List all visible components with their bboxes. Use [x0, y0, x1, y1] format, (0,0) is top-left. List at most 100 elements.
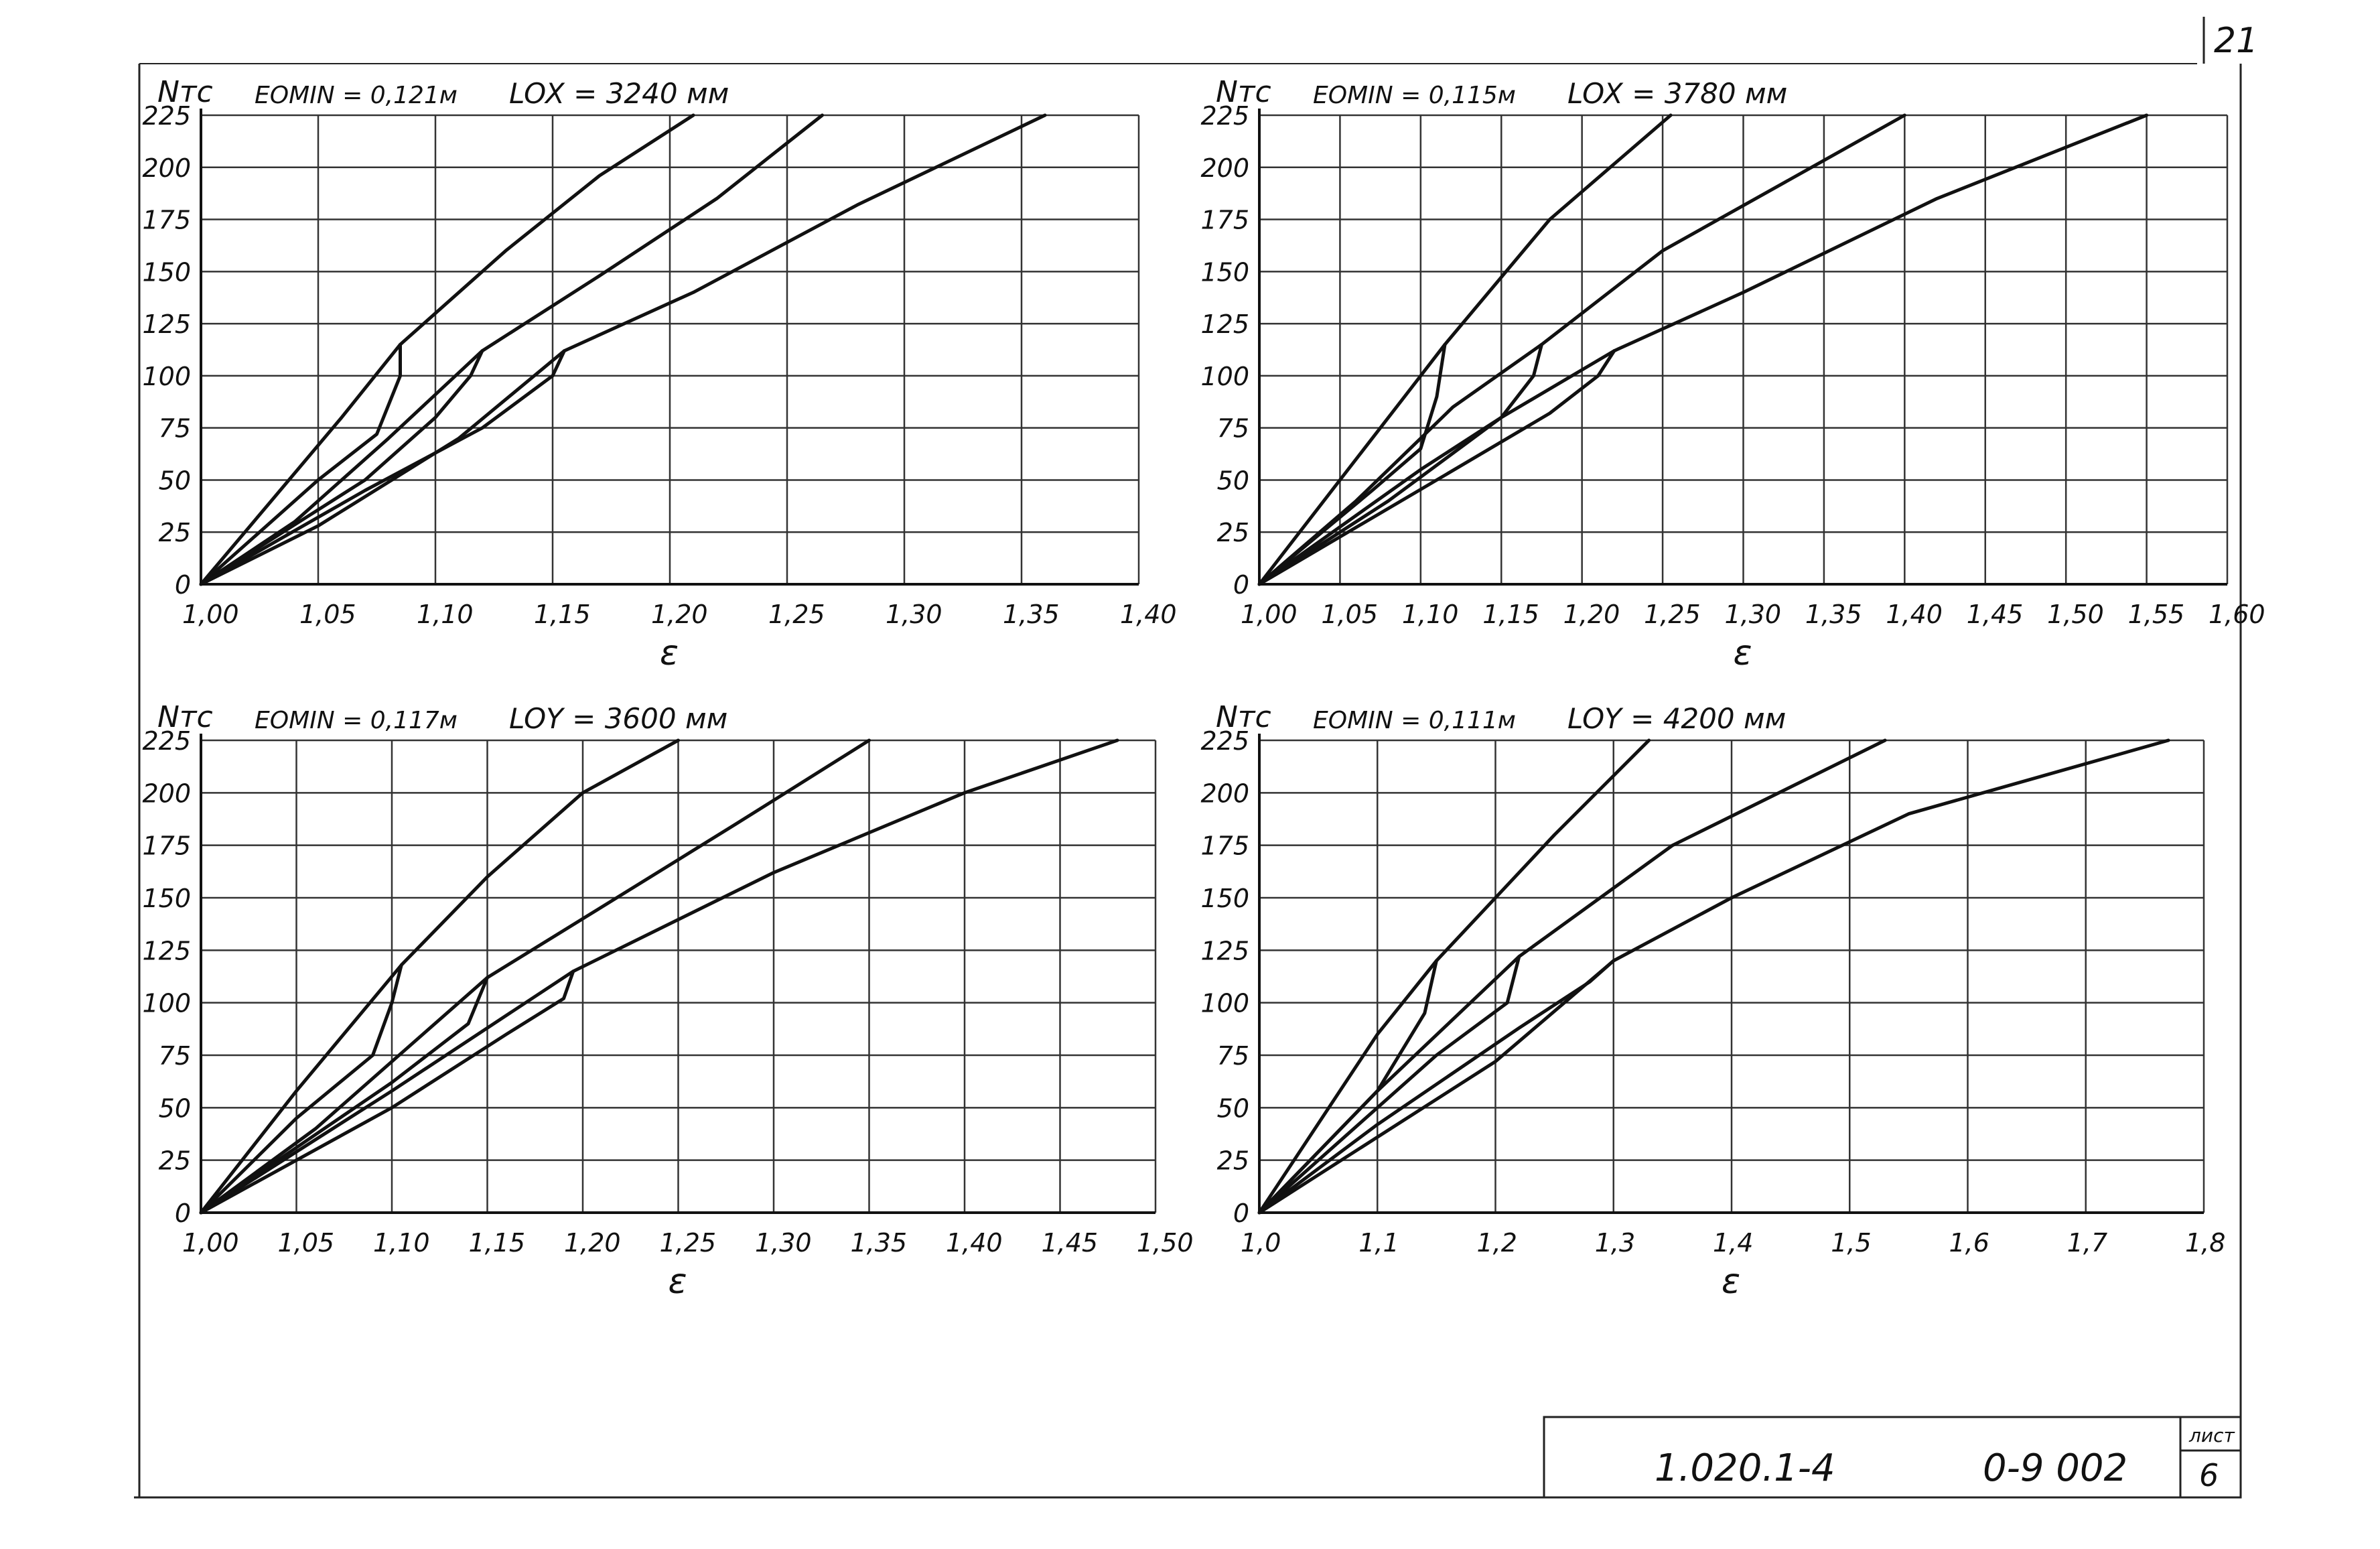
y-tick-label: 100	[142, 362, 191, 391]
y-tick-label: 50	[1217, 466, 1249, 495]
x-tick-label: 1,20	[1563, 600, 1620, 629]
x-tick-label: 1,55	[2128, 600, 2185, 629]
y-tick-label: 50	[159, 466, 191, 495]
y-tick-label: 150	[142, 257, 191, 287]
series-line	[199, 975, 489, 1215]
series-line	[199, 342, 402, 586]
series-line	[199, 738, 1119, 1215]
sheet-label: лист	[2188, 1424, 2235, 1446]
title-block-border	[1543, 1416, 2242, 1499]
y-tick-label: 175	[142, 831, 191, 861]
x-tick-label: 1,5	[1831, 1228, 1871, 1258]
y-tick-label: 225	[1200, 101, 1249, 131]
x-tick-label: 1,20	[651, 600, 708, 629]
x-tick-label: 1,35	[1805, 600, 1862, 629]
y-tick-label: 200	[142, 153, 191, 183]
x-tick-label: 1,05	[1321, 600, 1378, 629]
x-tick-label: 1,40	[1120, 600, 1177, 629]
series-line	[199, 113, 695, 586]
series-line	[1257, 113, 1673, 586]
x-tick-label: 1,0	[1241, 1228, 1281, 1258]
y-tick-label: 225	[1200, 726, 1249, 756]
chart-top-left: 1,00 1,05 1,10 1,15 1,20 1,25 1,30 1,35 1,40 0 25 5…	[142, 75, 1176, 673]
n-axis-label: Nтс	[157, 700, 213, 734]
y-tick-label: 50	[1217, 1093, 1249, 1123]
series-line	[199, 738, 680, 1215]
chart-bottom-right: 1,0 1,1 1,2 1,3 1,4 1,5 1,6 1,7 1,8 0 25 50 75 100 125…	[1200, 700, 2225, 1302]
y-tick-label: 75	[1217, 414, 1249, 444]
x-tick-label: 1,15	[1482, 600, 1539, 629]
x-tick-label: 1,3	[1595, 1228, 1635, 1258]
x-axis-label: ε	[1734, 633, 1752, 673]
x-tick-label: 1,2	[1477, 1228, 1517, 1258]
x-axis-label: ε	[660, 633, 679, 673]
y-tick-label: 25	[1217, 1146, 1249, 1176]
series-line	[1257, 955, 1521, 1215]
x-tick-label: 1,40	[946, 1228, 1003, 1258]
x-tick-label: 1,00	[1241, 600, 1298, 629]
y-tick-label: 175	[1200, 831, 1249, 861]
x-tick-label: 1,15	[469, 1228, 526, 1258]
series-line	[1257, 342, 1447, 586]
series-line	[199, 738, 871, 1215]
x-tick-label: 1,35	[851, 1228, 908, 1258]
length-label: LOX = 3240 мм	[509, 77, 729, 110]
y-tick-label: 100	[142, 989, 191, 1018]
series-line	[1257, 738, 1651, 1215]
x-tick-label: 1,30	[886, 600, 942, 629]
series-line	[1257, 342, 1543, 586]
emin-label: EOMIN = 0,121м	[255, 82, 458, 109]
emin-label: EOMIN = 0,117м	[255, 707, 458, 734]
n-axis-label: Nтс	[157, 75, 213, 109]
x-tick-label: 1,4	[1713, 1228, 1753, 1258]
x-tick-label: 1,00	[182, 1228, 239, 1258]
series-line	[199, 113, 1047, 586]
chart-bottom-left: 1,00 1,05 1,10 1,15 1,20 1,25 1,30 1,35 1,40 1,45…	[142, 700, 1193, 1302]
page-number: 21	[2214, 21, 2258, 61]
x-tick-label: 1,60	[2209, 600, 2265, 629]
y-tick-label: 0	[1233, 570, 1249, 600]
y-tick-label: 150	[1200, 884, 1249, 913]
series-line	[199, 969, 575, 1215]
series-line	[1257, 959, 1438, 1215]
y-tick-label: 100	[1200, 362, 1249, 391]
x-axis-label: ε	[1722, 1262, 1740, 1302]
y-tick-label: 0	[175, 570, 191, 600]
x-tick-label: 1,50	[1137, 1228, 1194, 1258]
x-tick-label: 1,10	[1402, 600, 1459, 629]
x-tick-label: 1,25	[660, 1228, 717, 1258]
stamp-doc: 0-9 002	[1983, 1446, 2127, 1490]
y-tick-label: 225	[142, 101, 191, 131]
length-label: LOY = 4200 мм	[1567, 702, 1786, 735]
stamp-code: 1.020.1-4	[1655, 1446, 1835, 1490]
series-line	[199, 349, 566, 586]
x-tick-label: 1,1	[1358, 1228, 1399, 1258]
y-tick-label: 75	[159, 414, 191, 444]
n-axis-label: Nтс	[1216, 700, 1271, 734]
x-tick-label: 1,10	[417, 600, 474, 629]
x-tick-label: 1,25	[1644, 600, 1701, 629]
y-tick-label: 175	[1200, 206, 1249, 235]
sheet-number: 6	[2199, 1457, 2219, 1493]
y-tick-label: 225	[142, 726, 191, 756]
y-tick-label: 150	[1200, 257, 1249, 287]
emin-label: EOMIN = 0,115м	[1313, 82, 1516, 109]
x-tick-label: 1,40	[1886, 600, 1943, 629]
x-tick-label: 1,30	[1725, 600, 1782, 629]
x-tick-label: 1,05	[278, 1228, 335, 1258]
x-tick-label: 1,7	[2067, 1228, 2107, 1258]
x-tick-label: 1,10	[373, 1228, 430, 1258]
y-tick-label: 0	[1233, 1199, 1249, 1228]
series-line	[199, 113, 824, 586]
y-tick-label: 50	[159, 1093, 191, 1123]
series-line	[1257, 738, 2170, 1215]
x-tick-label: 1,20	[564, 1228, 621, 1258]
y-tick-label: 75	[159, 1041, 191, 1071]
x-tick-label: 1,00	[182, 600, 239, 629]
y-tick-label: 75	[1217, 1041, 1249, 1071]
x-tick-label: 1,25	[768, 600, 825, 629]
chart-top-right: 1,00 1,05 1,10 1,15 1,20 1,25 1,30 1,35 1,40 1,45…	[1200, 75, 2265, 673]
x-tick-label: 1,15	[534, 600, 591, 629]
series-line	[199, 963, 403, 1215]
